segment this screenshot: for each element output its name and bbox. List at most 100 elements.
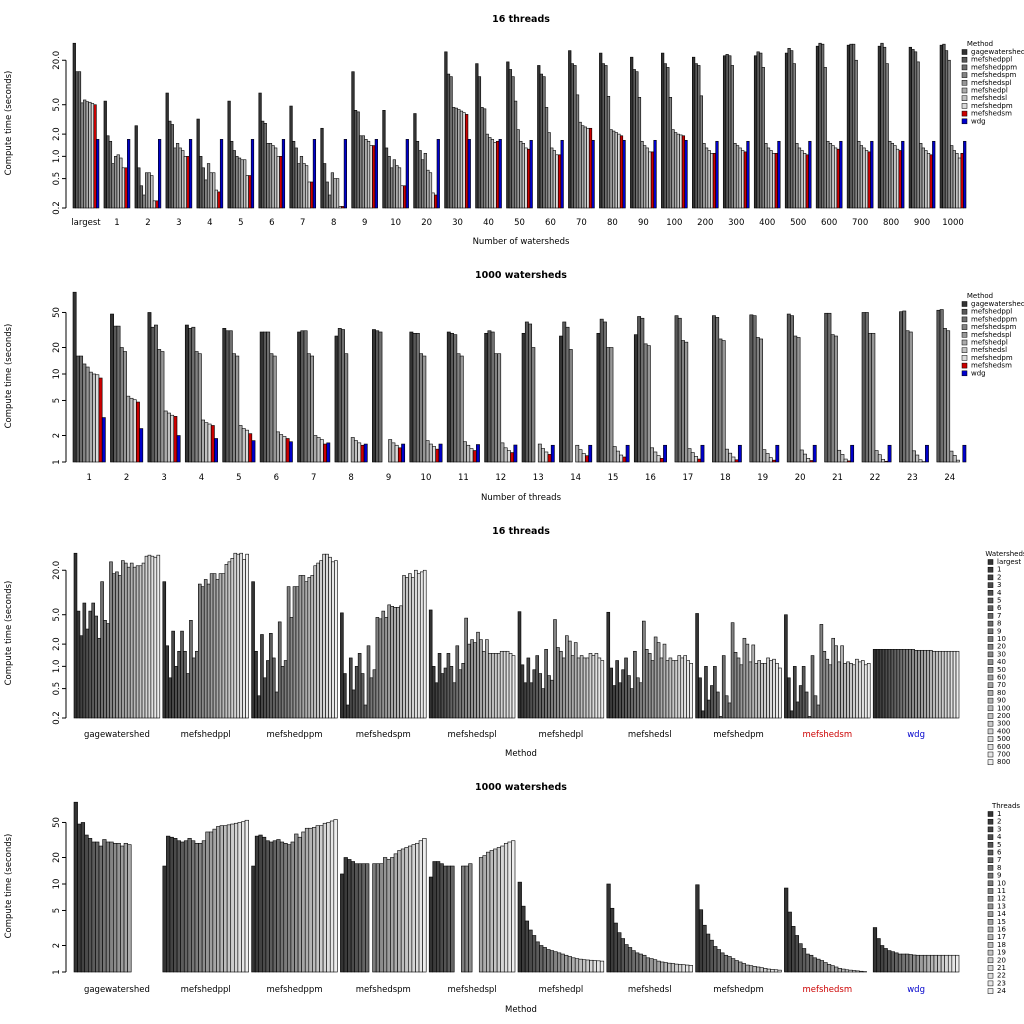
bar: [713, 946, 718, 973]
bar: [392, 159, 396, 209]
bar: [375, 863, 381, 973]
legend-entry: 100: [997, 704, 1010, 712]
legend-entry: mefshedspl: [971, 331, 1012, 339]
bar: [728, 55, 732, 209]
bar: [596, 332, 601, 463]
bar: [591, 139, 595, 209]
legend-entry: mefshedspm: [971, 323, 1017, 331]
x-tick-label: 60: [545, 218, 556, 228]
bar: [209, 172, 213, 209]
bar: [738, 147, 742, 209]
bar: [765, 453, 770, 463]
legend-entry: 600: [997, 743, 1010, 751]
bar: [902, 649, 907, 719]
bar: [454, 107, 458, 209]
bar: [204, 179, 208, 209]
bar: [166, 835, 171, 973]
legend-swatch: [961, 118, 968, 125]
bar: [803, 453, 807, 463]
bar: [955, 650, 960, 719]
bar: [244, 819, 249, 973]
x-tick-label: mefshedpl: [539, 985, 584, 995]
bar: [487, 330, 492, 463]
bar: [112, 573, 116, 719]
bar: [453, 334, 458, 463]
bar: [777, 140, 781, 209]
bar: [150, 175, 154, 209]
bar: [238, 425, 243, 463]
bar: [890, 143, 894, 209]
bar: [412, 332, 417, 463]
bar: [476, 631, 480, 719]
bar: [521, 143, 525, 209]
bar: [550, 147, 554, 209]
legend-entry: wdg: [971, 117, 986, 125]
legend-entry: mefshedsl: [971, 94, 1007, 102]
bar: [801, 666, 806, 719]
x-tick-label: 5: [238, 218, 243, 228]
bar: [698, 909, 704, 973]
bar: [535, 941, 540, 973]
bar: [351, 689, 356, 719]
bar: [532, 669, 537, 719]
bar: [428, 609, 433, 719]
bar: [276, 839, 281, 973]
legend-entry: 6: [997, 849, 1002, 857]
bar: [486, 851, 491, 973]
bar: [924, 150, 928, 209]
legend-swatch: [961, 308, 968, 315]
bar: [517, 881, 522, 973]
bar: [524, 147, 528, 209]
legend-title: Threads: [991, 802, 1020, 810]
bar: [529, 682, 534, 719]
bar: [191, 326, 196, 463]
y-tick-label: 20.0: [52, 561, 62, 580]
bar: [294, 833, 299, 973]
bar: [599, 318, 604, 463]
bar: [118, 575, 122, 719]
x-tick-label: 10: [421, 473, 432, 483]
bar: [881, 649, 886, 719]
bar: [353, 110, 358, 209]
legend-entry: 19: [997, 949, 1006, 957]
bar: [186, 673, 190, 719]
bar: [496, 847, 501, 973]
bar: [659, 657, 664, 719]
legend-swatch: [987, 957, 994, 964]
bar: [585, 657, 590, 719]
bar: [251, 440, 256, 463]
bar: [567, 640, 572, 719]
bar: [748, 661, 753, 719]
bar: [431, 192, 435, 209]
bar: [170, 414, 175, 463]
bar: [393, 853, 398, 973]
bar: [326, 822, 331, 973]
bar: [743, 151, 747, 209]
bar: [932, 650, 936, 719]
legend-swatch: [987, 818, 994, 825]
bar: [752, 966, 757, 973]
bar: [431, 666, 436, 719]
bar: [208, 831, 214, 973]
x-tick-label: gagewatershed: [84, 985, 150, 995]
x-tick-label: 7: [300, 218, 305, 228]
bar: [915, 954, 920, 973]
legend-entry: mefshedspl: [971, 79, 1012, 87]
bar: [751, 644, 756, 719]
bar: [793, 335, 798, 463]
x-tick-label: 23: [907, 473, 918, 483]
bar: [266, 660, 270, 719]
legend-entry: mefshedppl: [971, 56, 1012, 64]
bar: [333, 819, 338, 973]
bar: [560, 953, 565, 973]
y-tick-label: 0.5: [52, 172, 62, 186]
legend-entry: 1: [997, 810, 1001, 818]
bar: [343, 673, 347, 719]
x-tick-label: 1: [114, 218, 119, 228]
bar: [357, 653, 362, 719]
x-tick-label: 8: [348, 473, 353, 483]
bar: [583, 126, 587, 209]
bar: [274, 691, 279, 719]
bar: [614, 132, 618, 209]
bar: [154, 324, 158, 463]
